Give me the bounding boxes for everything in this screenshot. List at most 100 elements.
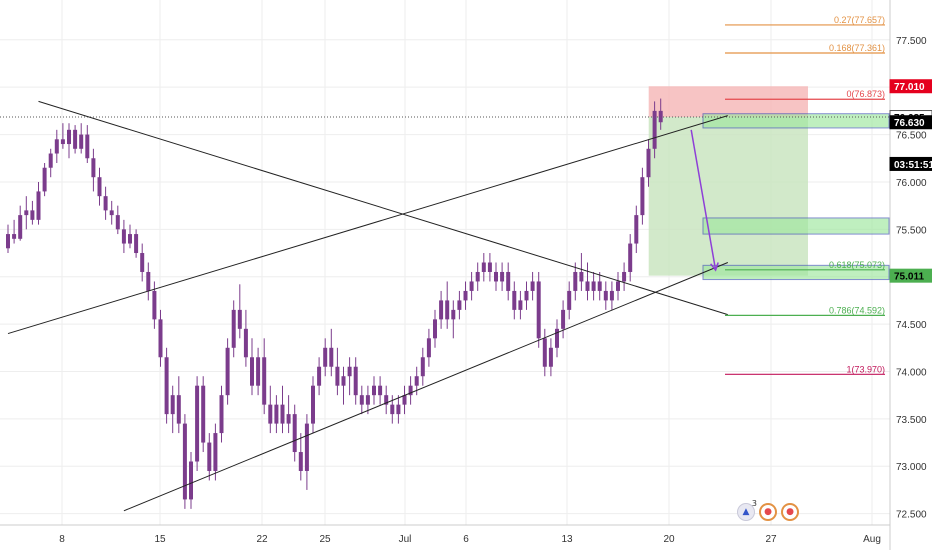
candle-body <box>128 234 132 244</box>
candle-body <box>304 423 309 471</box>
candle-body <box>146 271 151 291</box>
x-tick-label: Jul <box>399 534 412 545</box>
candle-body <box>158 319 163 358</box>
candle-body <box>561 309 566 329</box>
candle-body <box>225 347 230 396</box>
candle-body <box>634 215 639 244</box>
candle-body <box>378 385 383 396</box>
candle-body <box>658 110 663 123</box>
candle-body <box>341 376 346 386</box>
price-tag <box>889 79 932 94</box>
candle-body <box>219 395 224 434</box>
fib-label: 0.618(75.073) <box>829 260 885 270</box>
candle-body <box>579 271 584 282</box>
candle-body <box>36 191 41 220</box>
candle-body <box>256 357 261 386</box>
x-tick-label: 13 <box>561 534 573 545</box>
candle-body <box>250 357 254 386</box>
candle-body <box>481 262 486 272</box>
candle-body <box>231 309 236 348</box>
target-icon[interactable]: ● <box>759 503 777 521</box>
candle-body <box>323 347 328 367</box>
candle-body <box>506 271 511 291</box>
x-tick-label: 22 <box>256 534 268 545</box>
y-tick-label: 77.500 <box>896 36 927 47</box>
take-profit-zone <box>648 117 808 276</box>
trendline <box>38 100 728 316</box>
candle-body <box>420 357 425 377</box>
candle-body <box>189 461 193 500</box>
support-resistance-zone <box>702 113 890 129</box>
candle-body <box>164 357 169 415</box>
candle-body <box>347 366 352 377</box>
candle-body <box>152 290 157 320</box>
candle-body <box>646 148 651 178</box>
candle-body <box>402 395 407 405</box>
candle-body <box>18 215 23 239</box>
candle-body <box>457 300 462 310</box>
y-tick-label: 73.000 <box>896 462 927 473</box>
candle-body <box>530 281 535 291</box>
candle-body <box>487 262 492 272</box>
candle-body <box>603 290 608 301</box>
candle-body <box>408 385 413 396</box>
candle-body <box>298 452 303 471</box>
candle-body <box>414 376 419 386</box>
candle-body <box>262 357 267 405</box>
stop-loss-zone <box>648 86 808 118</box>
candle-body <box>268 404 273 424</box>
price-tag-label: 75.011 <box>894 272 924 283</box>
target-icon[interactable]: ● <box>781 503 799 521</box>
x-tick-label: Aug <box>863 534 881 545</box>
trendline <box>7 115 728 335</box>
candle-body <box>317 366 322 386</box>
candle-body <box>524 290 529 301</box>
price-tag-label: 76.630 <box>894 118 925 129</box>
y-tick-label: 76.500 <box>896 131 927 142</box>
trendline <box>123 262 728 512</box>
candle-body <box>609 290 614 301</box>
candle-body <box>329 347 334 367</box>
candle-body <box>597 281 602 291</box>
candle-body <box>207 442 212 471</box>
candle-body <box>6 234 10 249</box>
candle-body <box>292 414 297 453</box>
x-tick-label: 27 <box>765 534 777 545</box>
candle-body <box>426 338 431 358</box>
candle-body <box>176 395 181 424</box>
candle-body <box>463 290 468 301</box>
candle-body <box>12 234 17 239</box>
candle-body <box>280 404 285 424</box>
badge-count: 3 <box>751 499 757 508</box>
candle-body <box>103 196 108 211</box>
candle-body <box>182 423 187 500</box>
x-tick-label: 15 <box>154 534 166 545</box>
candle-body <box>555 328 559 348</box>
candle-body <box>640 177 645 216</box>
fib-label: 1(73.970) <box>846 364 885 374</box>
candle-body <box>494 271 498 282</box>
candle-body <box>652 110 657 149</box>
candle-body <box>445 300 450 320</box>
arrow-head-icon <box>710 262 719 272</box>
chart-hud: ▲ 3 ● ● <box>737 499 799 527</box>
candle-body <box>542 338 547 367</box>
y-tick-label: 74.000 <box>896 367 927 378</box>
candle-body <box>372 385 376 396</box>
candle-body <box>213 433 218 471</box>
candle-body <box>109 210 114 216</box>
chart-icon[interactable]: ▲ 3 <box>737 499 757 521</box>
candle-body <box>170 395 175 415</box>
candle-body <box>518 300 523 310</box>
projection-arrow <box>690 129 717 271</box>
candle-body <box>134 234 139 254</box>
x-tick-label: 6 <box>463 534 469 545</box>
fib-label: 0.168(77.361) <box>829 43 885 53</box>
candle-body <box>622 271 627 282</box>
candle-body <box>365 395 370 405</box>
candle-body <box>286 414 291 424</box>
candle-body <box>353 366 358 396</box>
